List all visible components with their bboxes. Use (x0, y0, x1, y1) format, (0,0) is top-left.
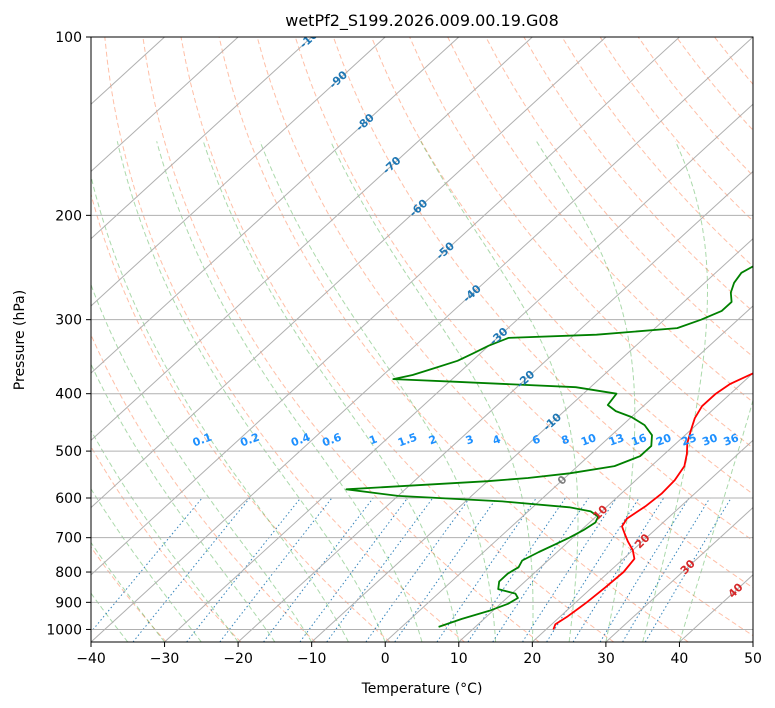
dry-adiabat (294, 37, 753, 589)
mixing-ratio-label: 10 (579, 431, 598, 449)
mixing-ratio-label: 0.1 (191, 431, 214, 450)
isotherm (91, 37, 753, 642)
mixing-ratio-line (492, 497, 590, 642)
mixing-ratio-label: 36 (722, 431, 741, 449)
mixing-ratio-label: 4 (491, 432, 503, 447)
profile-series (345, 265, 753, 630)
isotherm (91, 37, 313, 240)
mixing-ratio-line (467, 497, 566, 642)
mixing-ratio-line (572, 497, 665, 642)
mixing-ratio-line (91, 497, 203, 633)
x-tick-label: 0 (381, 651, 390, 667)
isotherm (164, 103, 753, 642)
dry-adiabat (91, 333, 316, 642)
mixing-ratio-label: 0.4 (289, 430, 312, 449)
y-axis-title: Pressure (hPa) (12, 290, 28, 390)
mixing-ratio-label: 8 (560, 433, 572, 448)
y-tick-label: 500 (55, 444, 82, 460)
mixing-ratio-lines (91, 497, 732, 642)
mixing-ratio-label: 16 (630, 431, 649, 449)
mixing-ratio-line (622, 497, 711, 642)
dry-adiabat (104, 37, 465, 642)
isotherm (237, 170, 753, 642)
y-tick-label: 300 (55, 313, 82, 329)
mixing-ratio-label: 3 (464, 433, 476, 448)
chart-title: wetPf2_S199.2026.009.00.19.G08 (285, 11, 559, 31)
mixing-ratio-label: 0.2 (238, 431, 261, 450)
mixing-ratio-label: 2 (427, 433, 439, 448)
y-tick-label: 1000 (46, 622, 82, 638)
isotherm (605, 506, 753, 642)
x-tick-label: 40 (671, 651, 689, 667)
isotherm (384, 305, 753, 642)
mixing-ratio-line (644, 497, 732, 642)
mixing-ratio-line (186, 497, 301, 642)
isotherm (91, 37, 680, 576)
isotherm (91, 37, 460, 374)
dry-adiabat (142, 37, 540, 642)
mixing-ratio-line (132, 497, 251, 642)
y-tick-label: 800 (55, 565, 82, 581)
isobars (91, 37, 753, 630)
mixing-ratio-label: 13 (607, 431, 626, 448)
mixing-ratio-label: 6 (530, 432, 542, 447)
isotherm (531, 439, 753, 642)
x-axis-title: Temperature (°C) (361, 681, 483, 697)
x-tick-label: 10 (450, 651, 468, 667)
x-tick-label: 20 (523, 651, 541, 667)
isotherm (91, 37, 607, 509)
x-tick-label: −30 (150, 651, 180, 667)
dry-adiabat (371, 37, 753, 495)
mixing-ratio-line (326, 497, 434, 642)
dry-adiabat (523, 37, 753, 313)
x-tick-label: −40 (76, 651, 106, 667)
mixing-ratio-line (546, 497, 640, 642)
mixing-ratio-label: 20 (654, 431, 673, 449)
isotherms (91, 37, 753, 642)
mixing-ratio-label: 1.5 (396, 431, 419, 450)
isotherm (91, 37, 533, 442)
x-axis: −40 −30 −20 −10 0 10 20 30 40 50 (76, 642, 762, 667)
dewpoint-profile-line (345, 265, 753, 628)
plot-area: -100-90-80-70-60-50-40-30-20-100.1 0.2 0.4… (91, 37, 753, 642)
y-tick-label: 700 (55, 531, 82, 547)
y-axis: 100 200 300 400 500 600 700 800 900 1000 (46, 30, 91, 638)
y-tick-label: 900 (55, 595, 82, 611)
x-tick-label: −20 (223, 651, 253, 667)
mixing-ratio-line (365, 497, 471, 642)
isotherm (91, 37, 386, 307)
mixing-ratio-label: 0.6 (321, 430, 344, 449)
temperature-profile-line (552, 372, 753, 630)
y-tick-label: 600 (55, 491, 82, 507)
mixing-ratio-label: 1 (367, 433, 379, 448)
plot-frame (90, 36, 754, 643)
y-tick-label: 100 (55, 30, 82, 46)
mixing-ratio-label: 30 (700, 431, 719, 449)
x-tick-label: 50 (744, 651, 762, 667)
dry-adiabat (180, 37, 614, 642)
dry-adiabat (409, 37, 753, 449)
x-tick-label: −10 (297, 651, 327, 667)
isotherm (91, 37, 239, 173)
y-tick-label: 200 (55, 208, 82, 224)
isotherm (458, 372, 753, 642)
isotherm (311, 237, 753, 642)
x-tick-label: 30 (597, 651, 615, 667)
dry-adiabat (91, 445, 242, 642)
mixing-ratio-line (599, 497, 690, 642)
mixing-ratio-line (299, 497, 408, 642)
mixing-ratio-line (219, 497, 333, 642)
dry-adiabat (218, 37, 689, 642)
dry-adiabat (447, 37, 753, 403)
y-tick-label: 400 (55, 387, 82, 403)
mixing-ratio-label: 25 (679, 431, 698, 448)
